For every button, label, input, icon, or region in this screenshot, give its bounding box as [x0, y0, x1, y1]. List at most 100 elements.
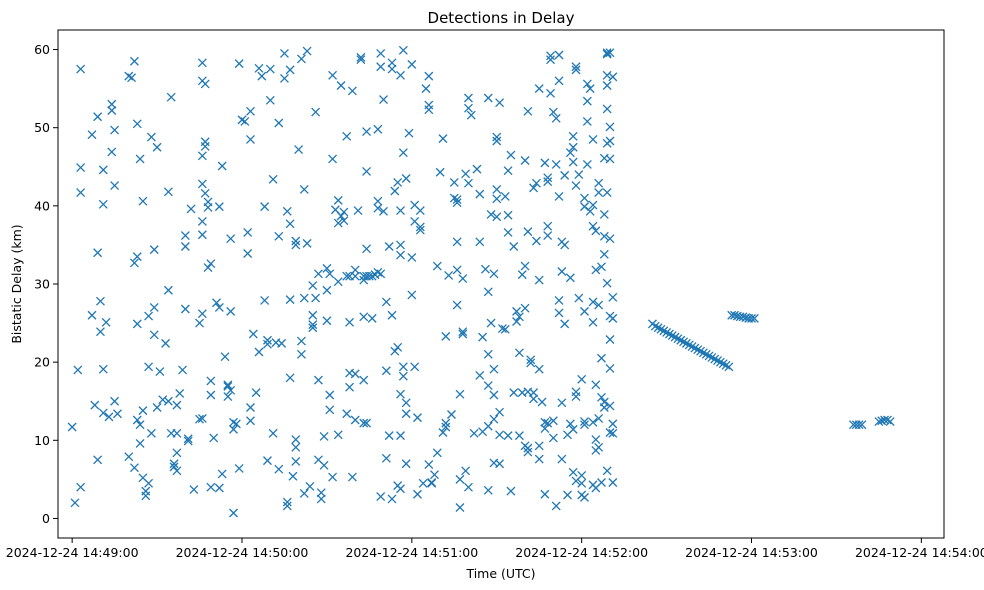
data-point: [415, 206, 425, 215]
data-point: [531, 236, 541, 246]
data-point: [197, 217, 207, 226]
data-point: [291, 435, 301, 444]
data-point: [257, 71, 267, 81]
data-point: [333, 195, 343, 205]
data-point: [554, 50, 564, 60]
data-point: [362, 127, 372, 137]
data-point: [574, 293, 584, 303]
data-point: [379, 95, 388, 105]
data-point: [483, 349, 493, 359]
data-point: [594, 300, 604, 310]
data-point: [407, 252, 417, 262]
data-point: [424, 460, 434, 469]
data-point: [557, 398, 567, 408]
data-point: [715, 357, 725, 367]
data-point: [452, 195, 462, 205]
data-point: [104, 412, 114, 422]
data-point: [568, 467, 578, 477]
data-point: [483, 381, 493, 391]
data-point: [554, 295, 564, 305]
data-point: [197, 58, 207, 68]
data-point: [512, 306, 522, 316]
data-point: [874, 417, 884, 427]
data-point: [489, 390, 499, 400]
x-tick-label: 2024-12-24 14:54:00: [855, 545, 984, 560]
data-point: [325, 269, 335, 279]
data-point: [424, 105, 434, 115]
data-point: [172, 466, 182, 476]
data-point: [197, 309, 207, 319]
data-point: [407, 290, 417, 300]
data-point: [155, 367, 165, 376]
data-point: [223, 380, 233, 390]
data-point: [223, 392, 233, 402]
data-point: [180, 242, 190, 251]
data-point: [413, 489, 422, 499]
data-point: [713, 356, 723, 366]
data-point: [328, 472, 338, 482]
data-point: [492, 212, 502, 222]
data-point: [608, 292, 618, 302]
data-point: [291, 456, 301, 466]
data-point: [229, 508, 238, 518]
data-point: [149, 330, 159, 340]
data-point: [580, 202, 589, 212]
data-point: [885, 417, 895, 427]
y-tick-label: 20: [34, 355, 50, 370]
data-point: [441, 422, 451, 432]
data-point: [339, 207, 349, 217]
data-point: [214, 202, 224, 212]
data-point: [608, 428, 618, 438]
data-point: [263, 456, 272, 466]
data-point: [279, 73, 289, 83]
data-point: [503, 210, 513, 220]
data-point: [571, 392, 581, 402]
data-point: [557, 454, 567, 464]
data-point: [76, 64, 86, 74]
data-point: [197, 151, 207, 161]
data-point: [568, 142, 578, 152]
data-point: [605, 48, 615, 58]
data-point: [127, 73, 137, 83]
data-point: [676, 335, 686, 345]
data-point: [656, 324, 666, 334]
data-point: [209, 433, 219, 443]
data-point: [183, 434, 193, 444]
data-point: [316, 494, 326, 504]
data-point: [509, 242, 519, 251]
data-point: [356, 55, 366, 65]
data-point: [523, 227, 533, 237]
data-point: [478, 332, 488, 342]
data-point: [226, 234, 236, 244]
data-point: [543, 418, 553, 428]
data-point: [543, 177, 553, 187]
data-point: [96, 296, 105, 306]
data-point: [594, 188, 604, 198]
data-point: [387, 310, 397, 320]
data-point: [551, 113, 561, 123]
data-point: [415, 222, 425, 232]
data-point: [546, 88, 555, 98]
data-point: [149, 302, 159, 312]
data-point: [548, 416, 558, 426]
data-point: [263, 339, 272, 349]
data-point: [384, 431, 394, 441]
y-tick-label: 10: [34, 433, 50, 448]
data-point: [265, 95, 275, 105]
data-point: [398, 371, 408, 381]
data-point: [93, 112, 103, 122]
data-point: [580, 492, 589, 502]
data-point: [308, 323, 318, 333]
data-point: [582, 96, 592, 106]
data-point: [319, 460, 329, 470]
data-point: [285, 373, 295, 383]
data-point: [540, 158, 550, 168]
data-point: [602, 48, 612, 58]
data-point: [396, 484, 405, 494]
data-point: [483, 421, 493, 431]
data-point: [260, 202, 270, 212]
data-point: [543, 173, 553, 183]
data-point: [373, 196, 383, 206]
data-point: [285, 295, 295, 305]
data-point: [98, 364, 108, 374]
